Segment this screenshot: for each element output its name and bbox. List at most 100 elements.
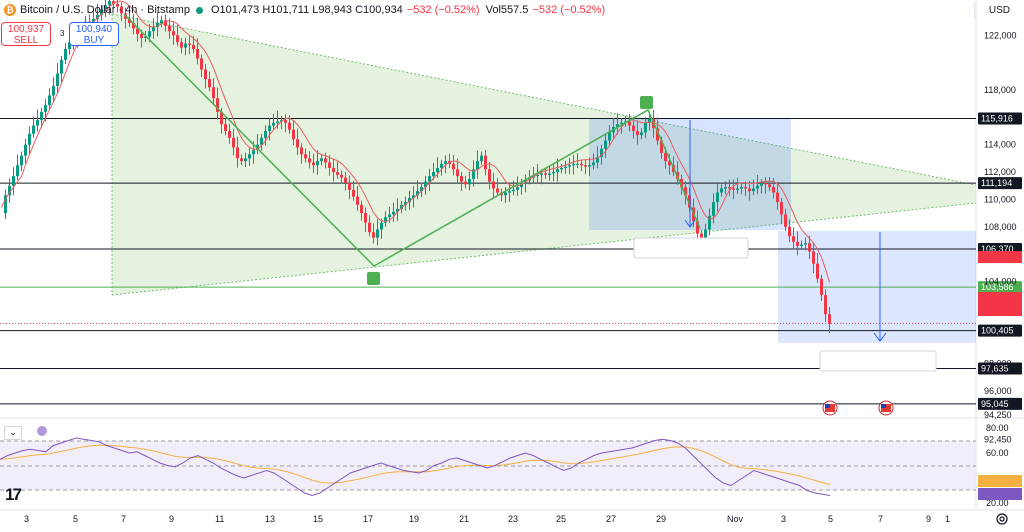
rsi-marker bbox=[37, 426, 47, 436]
candle bbox=[40, 111, 43, 121]
time-axis-label: 11 bbox=[215, 514, 224, 524]
candle bbox=[824, 295, 827, 315]
time-axis-label: 23 bbox=[508, 514, 518, 524]
candle bbox=[484, 155, 487, 170]
candle bbox=[348, 182, 351, 190]
candle bbox=[520, 182, 523, 188]
candle bbox=[476, 161, 479, 170]
candle bbox=[100, 9, 103, 15]
candle bbox=[640, 132, 643, 136]
triangle-pattern-fill[interactable] bbox=[112, 14, 976, 295]
tradingview-logo[interactable]: 17 bbox=[5, 485, 22, 504]
candle bbox=[296, 139, 299, 148]
candle bbox=[416, 191, 419, 196]
time-axis-label: 3 bbox=[24, 514, 29, 524]
level-label: 97,635 bbox=[981, 363, 1009, 373]
time-axis-label: Nov bbox=[727, 514, 744, 524]
candle bbox=[636, 131, 639, 136]
flag-canton bbox=[825, 404, 830, 408]
triangle-lower-line[interactable] bbox=[111, 202, 977, 296]
symbol-legend: ₿ Bitcoin / U.S. Dollar · 4h · Bitstamp … bbox=[4, 2, 605, 18]
candle bbox=[456, 169, 459, 177]
level-label: 100,405 bbox=[981, 326, 1014, 336]
price-tick-label: 110,000 bbox=[984, 194, 1016, 204]
candle bbox=[444, 161, 447, 164]
candle bbox=[424, 181, 427, 188]
candle bbox=[228, 131, 231, 138]
pattern-point-b[interactable] bbox=[367, 272, 380, 285]
candle bbox=[312, 162, 315, 166]
time-axis-label: 19 bbox=[409, 514, 419, 524]
candle bbox=[352, 189, 355, 197]
candle bbox=[244, 158, 247, 162]
candle bbox=[112, 1, 115, 4]
time-axis-label: 5 bbox=[828, 514, 833, 524]
candle bbox=[16, 165, 19, 177]
us-flag-events-icon[interactable] bbox=[822, 400, 838, 416]
candle bbox=[764, 182, 767, 185]
measure-label-2-bg bbox=[819, 350, 937, 372]
triangle-upper-line[interactable] bbox=[111, 13, 977, 186]
candle bbox=[180, 42, 183, 48]
abc-pattern-line[interactable] bbox=[123, 13, 701, 267]
rsi-line[interactable] bbox=[0, 437, 831, 497]
candle bbox=[184, 43, 187, 48]
candle bbox=[304, 154, 307, 159]
level-label-bg bbox=[978, 397, 1022, 410]
buy-button[interactable]: 100,940 BUY bbox=[69, 22, 119, 46]
pattern-point-c[interactable] bbox=[640, 96, 653, 109]
candle bbox=[828, 314, 831, 324]
candle bbox=[344, 177, 347, 183]
candle bbox=[560, 167, 563, 170]
candle bbox=[556, 169, 559, 173]
candle bbox=[336, 172, 339, 175]
candle bbox=[776, 192, 779, 203]
candle bbox=[648, 118, 651, 123]
pane-collapse-button[interactable]: ⌄ bbox=[4, 426, 22, 440]
candle bbox=[320, 158, 323, 162]
candle bbox=[600, 148, 603, 158]
candle bbox=[156, 22, 159, 28]
candle bbox=[620, 122, 623, 125]
candle bbox=[736, 188, 739, 190]
candle bbox=[240, 158, 243, 162]
currency-selector[interactable]: USD bbox=[973, 3, 1016, 19]
price-change: −532 (−0.52%) bbox=[406, 4, 480, 16]
us-flag-event-icon[interactable] bbox=[878, 400, 894, 416]
candle bbox=[740, 187, 743, 189]
candle bbox=[656, 128, 659, 141]
candle bbox=[440, 163, 443, 168]
measure-arrow-1-head bbox=[684, 219, 696, 228]
candle bbox=[488, 169, 491, 182]
candle bbox=[480, 155, 483, 162]
rsi-ma-line[interactable] bbox=[0, 444, 831, 485]
candle bbox=[216, 98, 219, 112]
time-axis-label: 29 bbox=[656, 514, 666, 524]
candle bbox=[504, 192, 507, 196]
candle bbox=[716, 192, 719, 203]
symbol-title[interactable]: Bitcoin / U.S. Dollar · 4h · Bitstamp bbox=[20, 4, 190, 16]
candle bbox=[628, 121, 631, 126]
time-axis-label: 7 bbox=[121, 514, 126, 524]
candle bbox=[800, 244, 803, 246]
gear-icon[interactable] bbox=[995, 512, 1009, 526]
candle bbox=[68, 42, 71, 49]
candle bbox=[128, 18, 131, 23]
candle bbox=[708, 215, 711, 230]
current-price-badge[interactable] bbox=[978, 292, 1022, 316]
moving-average-line[interactable] bbox=[1, 0, 830, 283]
candle bbox=[168, 25, 171, 32]
candle bbox=[668, 161, 671, 166]
candle bbox=[96, 14, 99, 19]
candle bbox=[760, 182, 763, 186]
sell-button[interactable]: 100,937 SELL bbox=[1, 22, 51, 46]
candle bbox=[272, 122, 275, 126]
candle bbox=[148, 31, 151, 37]
candle bbox=[728, 187, 731, 189]
candle bbox=[492, 181, 495, 189]
candle bbox=[460, 176, 463, 182]
candle bbox=[812, 251, 815, 264]
volume-value: Vol557.5 bbox=[485, 4, 529, 16]
